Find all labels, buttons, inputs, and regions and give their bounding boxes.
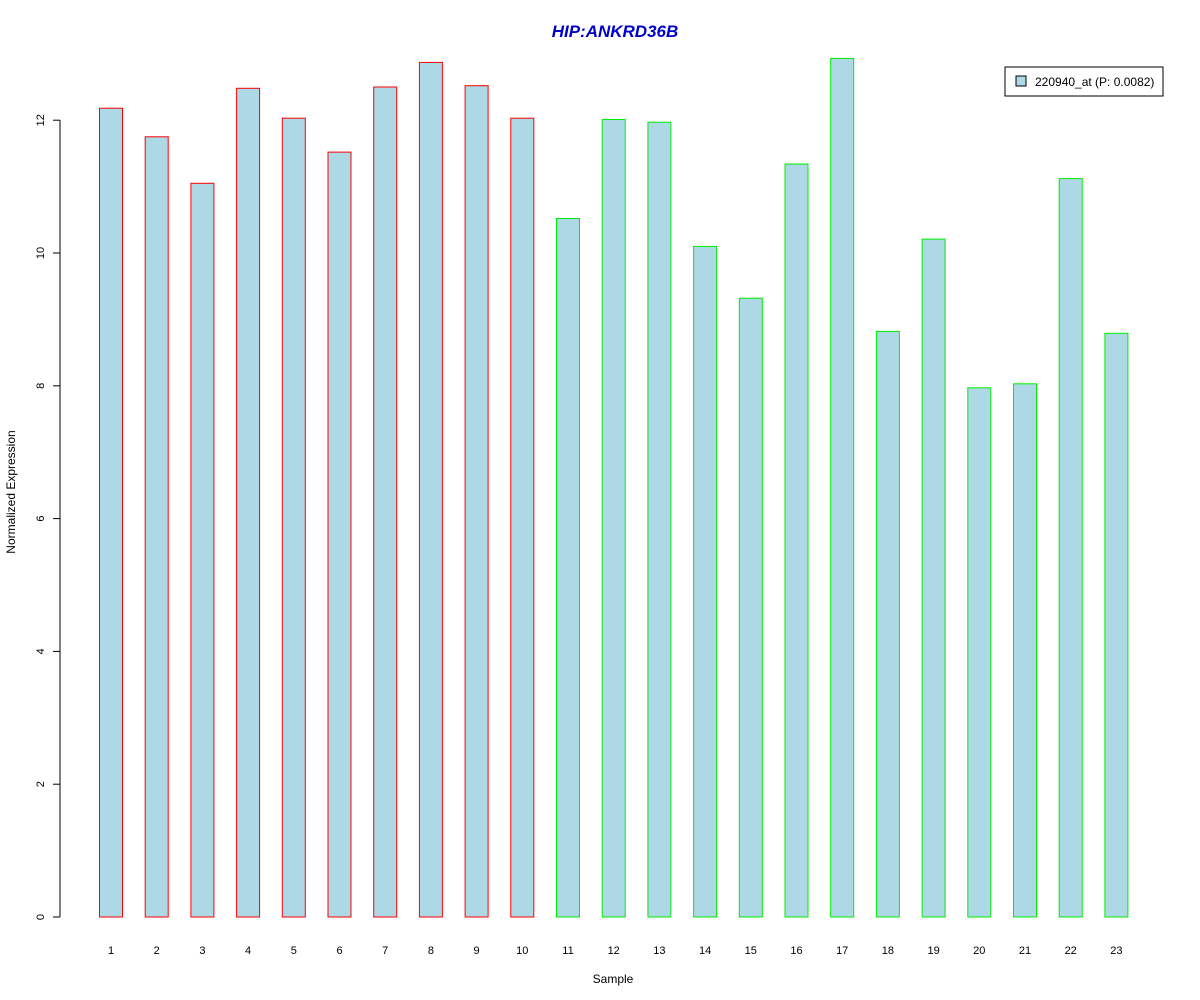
y-tick-label: 4 bbox=[35, 648, 47, 654]
y-tick-label: 0 bbox=[35, 914, 47, 920]
y-tick-label: 2 bbox=[35, 781, 47, 787]
bar-11 bbox=[556, 218, 580, 918]
x-tick-label: 6 bbox=[336, 945, 342, 957]
bar-19 bbox=[921, 238, 946, 918]
x-tick-label: 19 bbox=[927, 945, 939, 957]
x-tick-label: 9 bbox=[474, 945, 480, 957]
legend: 220940_at (P: 0.0082) bbox=[1004, 66, 1164, 97]
x-tick-label: 7 bbox=[382, 945, 388, 957]
x-tick-label: 3 bbox=[199, 945, 205, 957]
bar-20 bbox=[967, 387, 992, 918]
x-tick-label: 1 bbox=[108, 945, 114, 957]
x-tick-label: 20 bbox=[973, 945, 985, 957]
bar-17 bbox=[830, 57, 855, 918]
bar-14 bbox=[693, 245, 718, 918]
y-tick-label: 6 bbox=[35, 516, 47, 522]
bar-16 bbox=[784, 163, 809, 918]
x-axis: 1 2 3 4 5 6 7 8 9 10 11 12 13 14 15 16 17 18 19 20 21 22 23 bbox=[108, 945, 1123, 957]
legend-swatch bbox=[1015, 75, 1027, 87]
chart-title: HIP:ANKRD36B bbox=[552, 22, 679, 41]
bar-15 bbox=[738, 297, 763, 918]
bar-23 bbox=[1104, 332, 1129, 918]
y-axis: 0 2 4 6 8 10 12 bbox=[35, 114, 61, 920]
x-axis-label: Sample bbox=[593, 972, 634, 986]
x-tick-label: 22 bbox=[1065, 945, 1077, 957]
x-tick-label: 8 bbox=[428, 945, 434, 957]
bar-7 bbox=[373, 86, 398, 918]
x-tick-label: 13 bbox=[653, 945, 665, 957]
y-tick-label: 10 bbox=[35, 247, 47, 259]
x-tick-label: 2 bbox=[154, 945, 160, 957]
bar-1 bbox=[99, 107, 123, 918]
legend-label: 220940_at (P: 0.0082) bbox=[1035, 75, 1154, 89]
bar-8 bbox=[418, 61, 443, 918]
x-tick-label: 4 bbox=[245, 945, 251, 957]
legend-box bbox=[1004, 66, 1164, 97]
x-tick-label: 5 bbox=[291, 945, 297, 957]
bar-10 bbox=[510, 117, 535, 918]
x-tick-label: 14 bbox=[699, 945, 711, 957]
bar-12 bbox=[601, 119, 626, 918]
bar-22 bbox=[1058, 178, 1083, 918]
bar-series bbox=[99, 57, 1129, 918]
x-tick-label: 18 bbox=[882, 945, 894, 957]
x-tick-label: 15 bbox=[745, 945, 757, 957]
x-tick-label: 11 bbox=[562, 945, 573, 957]
bar-5 bbox=[281, 117, 306, 918]
bar-13 bbox=[647, 121, 672, 918]
bar-2 bbox=[144, 136, 169, 918]
x-tick-label: 16 bbox=[790, 945, 802, 957]
y-axis-label: Normalized Expression bbox=[4, 430, 18, 553]
x-tick-label: 12 bbox=[608, 945, 620, 957]
bar-4 bbox=[236, 87, 261, 918]
bar-6 bbox=[327, 151, 352, 918]
x-tick-label: 21 bbox=[1019, 945, 1031, 957]
bar-18 bbox=[875, 330, 900, 918]
y-tick-label: 8 bbox=[35, 383, 47, 389]
bar-9 bbox=[464, 85, 489, 918]
bar-21 bbox=[1013, 383, 1037, 918]
x-tick-label: 23 bbox=[1110, 945, 1122, 957]
x-tick-label: 10 bbox=[516, 945, 528, 957]
bar-3 bbox=[190, 182, 215, 918]
x-tick-label: 17 bbox=[836, 945, 848, 957]
y-tick-label: 12 bbox=[35, 114, 47, 126]
